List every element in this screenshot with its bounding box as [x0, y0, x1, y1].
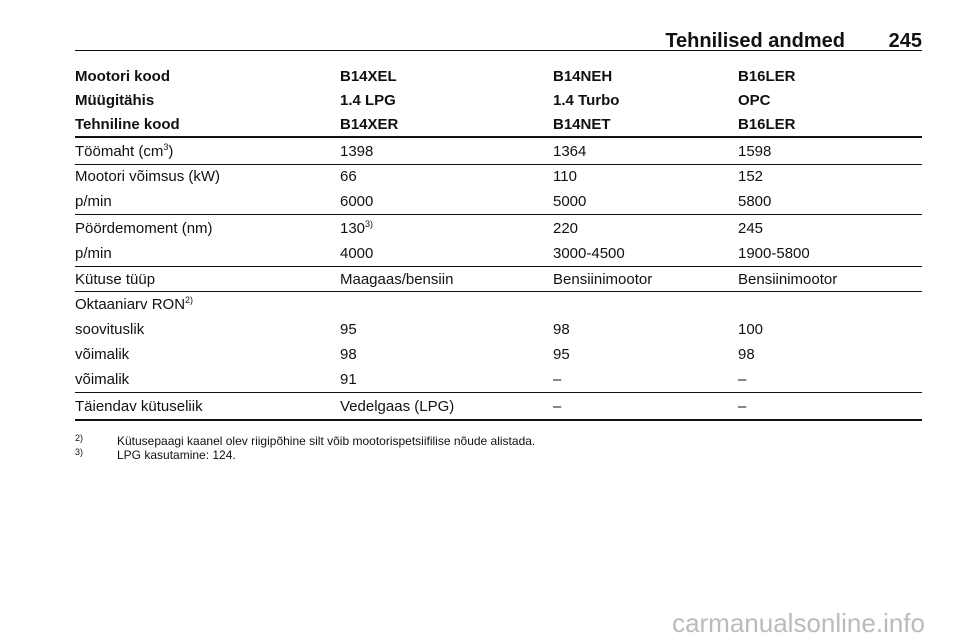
table-cell: 91	[340, 371, 357, 388]
table-cell: 98	[738, 346, 755, 363]
cell-text: )	[168, 143, 174, 160]
table-cell: 1398	[340, 143, 374, 160]
table-cell: Bensiinimootor	[738, 271, 838, 288]
table-cell: 4000	[340, 245, 374, 262]
table-cell: 5800	[738, 193, 772, 210]
table-cell: 1900-5800	[738, 245, 810, 262]
row-rule	[75, 291, 922, 292]
table-cell: –	[553, 371, 562, 388]
table-cell: 100	[738, 321, 764, 338]
table-cell: 1364	[553, 143, 587, 160]
row-rule	[75, 214, 922, 215]
table-cell: OPC	[738, 92, 771, 109]
cell-text: Töömaht (cm	[75, 143, 164, 160]
table-cell: 95	[340, 321, 357, 338]
table-cell: B16LER	[738, 68, 796, 85]
table-cell: 220	[553, 220, 579, 237]
table-rule	[75, 419, 922, 421]
table-cell: –	[738, 398, 747, 415]
table-cell: 98	[553, 321, 570, 338]
table-cell: 98	[340, 346, 357, 363]
footnote-mark: 2)	[75, 433, 84, 443]
table-cell: 152	[738, 168, 764, 185]
footnote-mark: 3)	[75, 447, 84, 457]
table-cell: p/min	[75, 193, 112, 210]
table-cell: 1598	[738, 143, 772, 160]
row-rule	[75, 164, 922, 165]
table-cell: 110	[553, 168, 577, 185]
table-cell: Mootori kood	[75, 68, 170, 85]
cell-text: 130	[340, 220, 366, 237]
watermark: carmanualsonline.info	[672, 608, 925, 638]
table-cell: 245	[738, 220, 764, 237]
table-cell: B14XER	[340, 116, 399, 133]
table-cell: –	[553, 398, 562, 415]
table-cell: p/min	[75, 245, 112, 262]
table-cell: 1303)	[340, 220, 373, 238]
table-cell: Maagaas/bensiin	[340, 271, 454, 288]
table-cell: Oktaaniarv RON2)	[75, 296, 193, 314]
table-cell: 3000-4500	[553, 245, 625, 262]
table-cell: võimalik	[75, 346, 130, 363]
superscript: 2)	[185, 295, 194, 305]
superscript: 3)	[365, 219, 374, 229]
table-cell: Pöördemoment (nm)	[75, 220, 213, 237]
table-cell: 66	[340, 168, 357, 185]
table-cell: Vedelgaas (LPG)	[340, 398, 455, 415]
row-rule	[75, 392, 922, 393]
table-cell: Mootori võimsus (kW)	[75, 168, 221, 185]
table-cell: B14NEH	[553, 68, 613, 85]
table-cell: Kütuse tüüp	[75, 271, 156, 288]
footnote-text: LPG kasutamine: 124.	[117, 448, 236, 462]
table-cell: 1.4 Turbo	[553, 92, 620, 109]
cell-text: Oktaaniarv RON	[75, 296, 186, 313]
table-cell: 5000	[553, 193, 587, 210]
superscript: 3	[163, 142, 169, 152]
table-cell: Tehniline kood	[75, 116, 180, 133]
table-cell: Bensiinimootor	[553, 271, 653, 288]
table-cell: 6000	[340, 193, 374, 210]
table-cell: B14NET	[553, 116, 611, 133]
table-cell: 95	[553, 346, 570, 363]
page-number: 245	[888, 30, 922, 52]
table-cell: B16LER	[738, 116, 796, 133]
table-cell: soovituslik	[75, 321, 145, 338]
table-cell: Müügitähis	[75, 92, 155, 109]
header-rule	[75, 50, 922, 51]
header-title: Tehnilised andmed	[665, 30, 845, 52]
table-cell: võimalik	[75, 371, 130, 388]
table-cell: Töömaht (cm3)	[75, 143, 173, 161]
table-rule	[75, 136, 922, 138]
table-cell: Täiendav kütuseliik	[75, 398, 203, 415]
table-cell: –	[738, 371, 747, 388]
table-cell: B14XEL	[340, 68, 397, 85]
row-rule	[75, 266, 922, 267]
table-cell: 1.4 LPG	[340, 92, 396, 109]
footnote-text: Kütusepaagi kaanel olev riigipõhine silt…	[117, 434, 536, 448]
